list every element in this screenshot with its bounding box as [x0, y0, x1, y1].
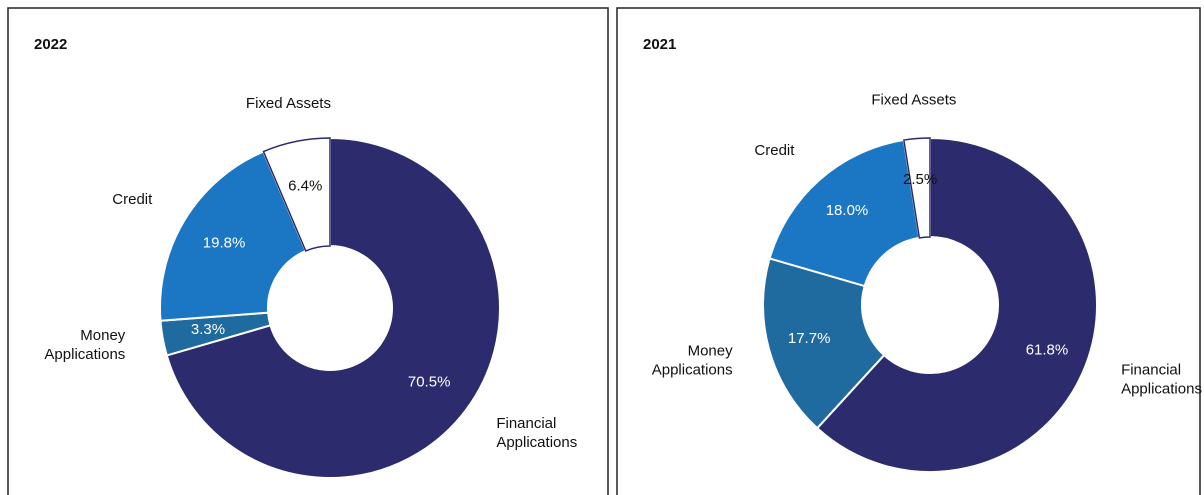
chart: 2022 70.5% Financial Applications 3.3% Money A…: [7, 7, 609, 495]
chart-title: 2021: [643, 36, 676, 53]
category-label: Credit: [754, 142, 795, 159]
category-label: Financial Applications: [496, 415, 577, 451]
slice: [768, 138, 921, 288]
slice: [165, 136, 501, 479]
label-line: Financial: [1121, 361, 1181, 378]
slice: [159, 150, 308, 322]
value-label: 17.7%: [788, 330, 831, 347]
label-line: Applications: [496, 434, 577, 451]
label-line: Financial: [496, 415, 556, 432]
label-line: Applications: [1121, 380, 1202, 397]
value-label: 70.5%: [408, 373, 451, 390]
value-label: 3.3%: [191, 321, 225, 338]
category-label: Financial Applications: [1121, 361, 1202, 397]
chart-title: 2022: [34, 36, 67, 53]
category-label: Money Applications: [44, 327, 125, 363]
value-label: 19.8%: [203, 235, 246, 252]
value-label: 61.8%: [1026, 341, 1069, 358]
value-label: 6.4%: [288, 177, 322, 194]
panel: [7, 7, 609, 495]
category-label: Fixed Assets: [871, 92, 956, 109]
slice: [762, 257, 886, 430]
slice: [903, 137, 931, 239]
category-label: Credit: [112, 191, 153, 208]
value-label: 18.0%: [826, 202, 869, 219]
category-label: Money Applications: [652, 342, 733, 378]
category-label: Fixed Assets: [246, 95, 331, 112]
label-line: Money: [688, 342, 734, 359]
slice: [262, 137, 331, 252]
value-label: 2.5%: [903, 171, 937, 188]
label-line: Applications: [44, 346, 125, 363]
label-line: Money: [80, 327, 126, 344]
slice: [815, 136, 1098, 473]
label-line: Applications: [652, 361, 733, 378]
chart: 2021 61.8% Financial Applications 17.7% Money…: [616, 7, 1202, 495]
panel: [616, 7, 1201, 495]
